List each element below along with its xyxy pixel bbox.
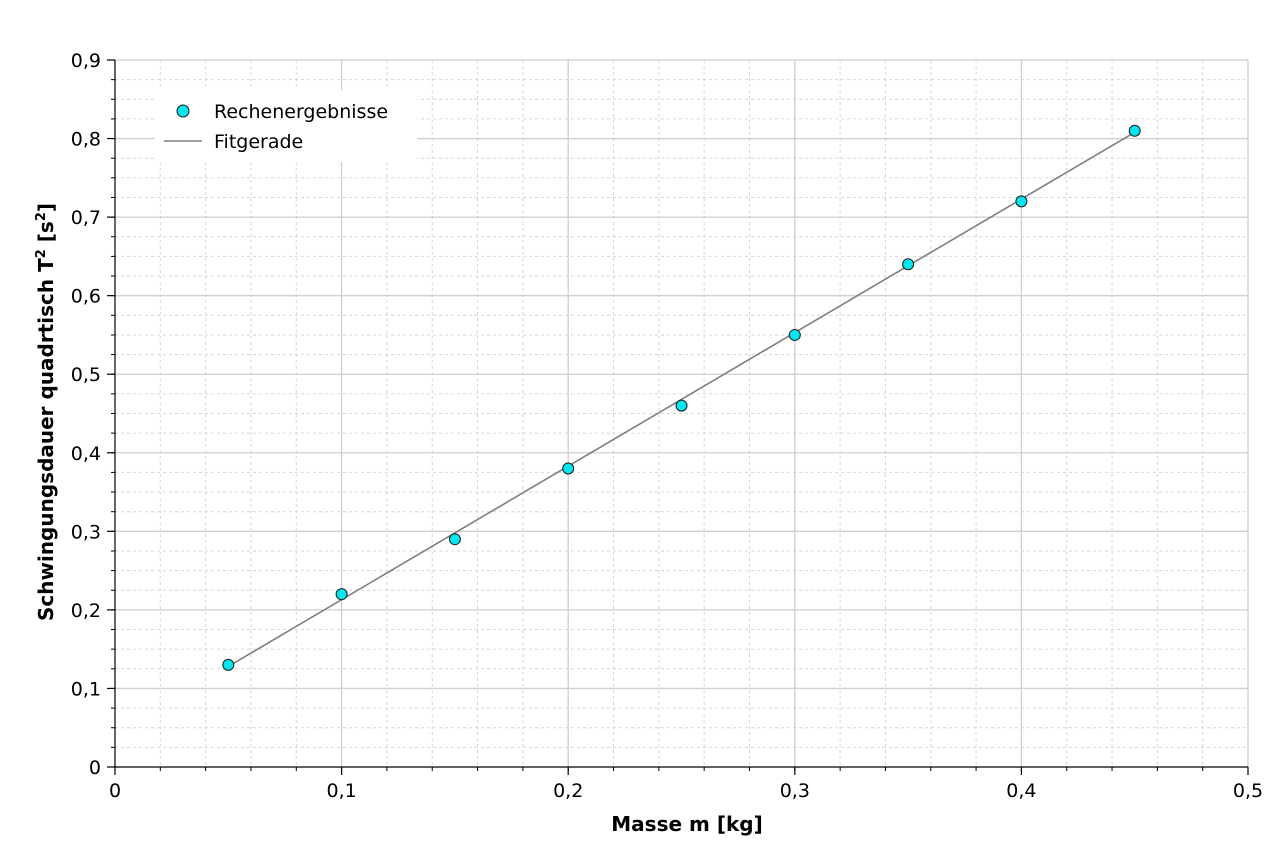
y-tick-label: 0,8 [71,129,101,151]
legend-marker-scatter [176,104,190,118]
y-tick-label: 0,5 [71,364,101,386]
y-tick-label: 0,4 [71,443,101,465]
x-tick-label: 0,3 [780,780,810,802]
y-tick-label: 0,3 [71,521,101,543]
legend-label-line: Fitgerade [214,131,303,153]
x-tick-label: 0 [109,780,121,802]
legend: Rechenergebnisse Fitgerade [155,90,417,162]
y-axis-title-suffix: ] [34,203,58,212]
y-tick-label: 0,1 [71,678,101,700]
legend-label-scatter: Rechenergebnisse [214,101,388,123]
y-axis-title-mid: [s [34,221,58,249]
x-tick-label: 0,5 [1233,780,1263,802]
y-tick-label: 0,2 [71,600,101,622]
data-point [675,399,688,412]
y-tick-label: 0,9 [71,50,101,72]
y-tick-label: 0 [89,757,101,779]
data-point [335,588,348,601]
y-axis-title: Schwingungsdauer quadrtisch T2 [s2] [34,203,58,621]
x-tick-label: 0,2 [553,780,583,802]
data-point [448,533,461,546]
y-axis-title-prefix: Schwingungsdauer quadrtisch T [34,258,58,621]
data-point [788,328,801,341]
grid [115,59,1249,767]
x-tick-label: 0,1 [326,780,356,802]
legend-box [155,90,417,162]
y-tick-label: 0,7 [71,207,101,229]
plot-area [222,124,1141,671]
data-point [222,658,235,671]
data-point [1128,124,1141,137]
ticks: 0 0,1 0,2 0,3 0,4 0,5 0 0,1 0,2 0,3 0,4 0,5 0,6 0,7 0,… [71,50,1263,802]
data-point [1015,195,1028,208]
x-axis-title: Masse m [kg] [611,812,762,836]
y-axis-title-sup1: 2 [34,249,49,258]
y-tick-label: 0,6 [71,286,101,308]
series-line-fitgerade [227,131,1136,668]
x-tick-label: 0,4 [1006,780,1036,802]
data-point [902,258,915,271]
y-axis-title-sup2: 2 [34,212,49,221]
data-point [562,462,575,475]
